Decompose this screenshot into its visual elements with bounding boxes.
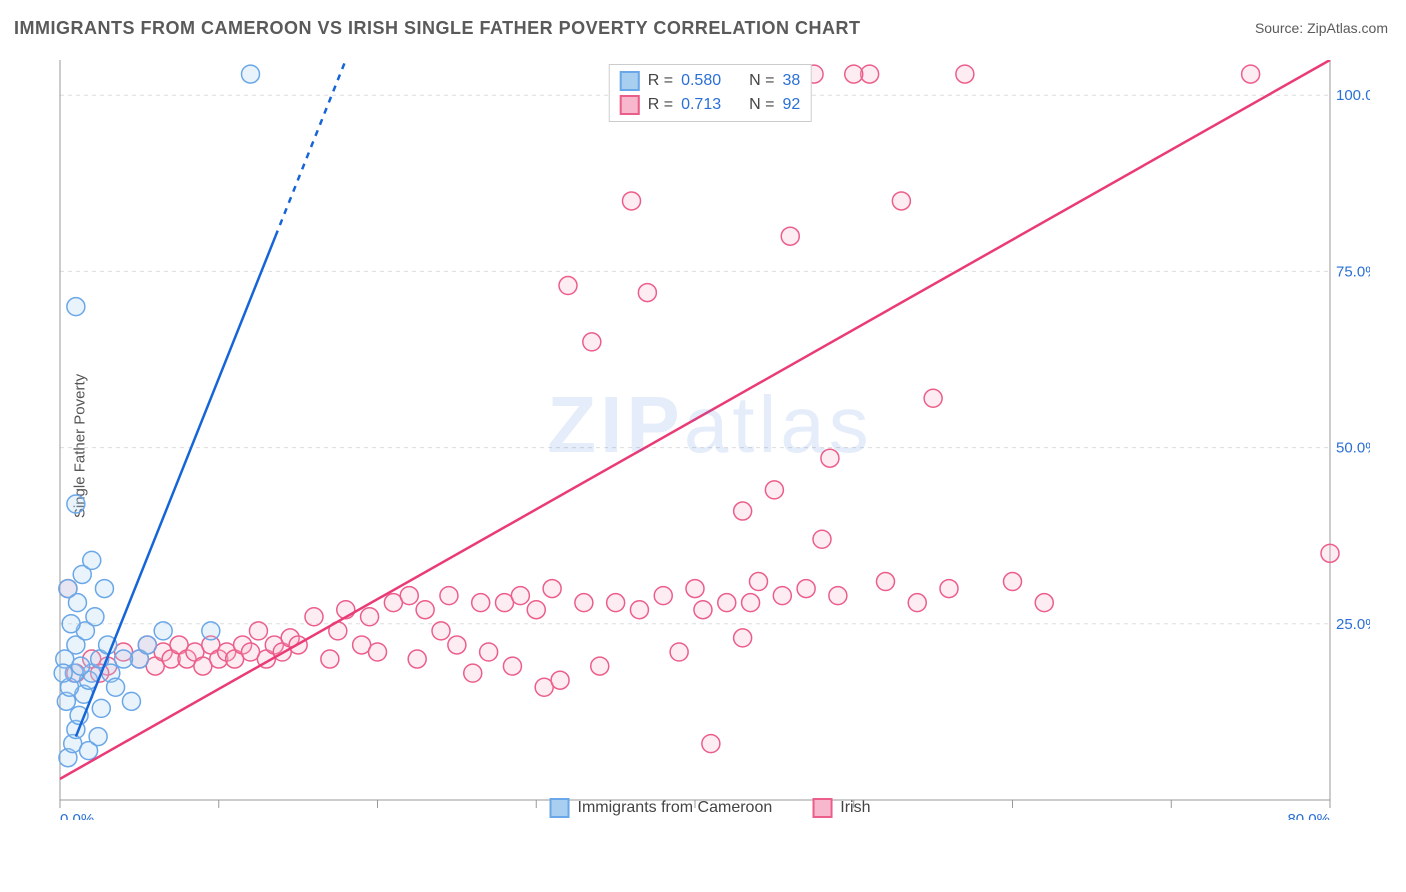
chart-title: IMMIGRANTS FROM CAMEROON VS IRISH SINGLE… <box>14 18 861 39</box>
legend-label-2: Irish <box>840 799 870 817</box>
r-label: R = <box>648 96 673 114</box>
series-legend: Immigrants from Cameroon Irish <box>550 798 871 818</box>
svg-text:75.0%: 75.0% <box>1336 263 1370 280</box>
chart-area: 25.0%50.0%75.0%100.0%0.0%80.0% ZIPatlas … <box>50 60 1370 820</box>
svg-text:100.0%: 100.0% <box>1336 87 1370 104</box>
legend-row-series1: R = 0.580 N = 38 <box>620 69 801 93</box>
swatch-series2-bottom <box>812 798 832 818</box>
n-value-2: 92 <box>782 96 800 114</box>
legend-label-1: Immigrants from Cameroon <box>578 799 773 817</box>
r-value-2: 0.713 <box>681 96 721 114</box>
n-value-1: 38 <box>782 72 800 90</box>
source-prefix: Source: <box>1255 20 1307 36</box>
source-link[interactable]: ZipAtlas.com <box>1307 20 1388 36</box>
svg-text:80.0%: 80.0% <box>1287 811 1330 820</box>
correlation-legend: R = 0.580 N = 38 R = 0.713 N = 92 <box>609 64 812 122</box>
svg-text:25.0%: 25.0% <box>1336 616 1370 633</box>
n-label: N = <box>749 72 774 90</box>
legend-item-2: Irish <box>812 798 870 818</box>
swatch-series1-bottom <box>550 798 570 818</box>
scatter-plot-svg: 25.0% 50.0% 75.0% 100.0% 0.0% 80.0% <box>50 60 1370 820</box>
swatch-series1 <box>620 71 640 91</box>
svg-text:50.0%: 50.0% <box>1336 440 1370 457</box>
swatch-series2 <box>620 95 640 115</box>
svg-text:0.0%: 0.0% <box>60 811 94 820</box>
r-value-1: 0.580 <box>681 72 721 90</box>
r-label: R = <box>648 72 673 90</box>
source-attribution: Source: ZipAtlas.com <box>1255 20 1388 36</box>
legend-row-series2: R = 0.713 N = 92 <box>620 93 801 117</box>
n-label: N = <box>749 96 774 114</box>
legend-item-1: Immigrants from Cameroon <box>550 798 773 818</box>
